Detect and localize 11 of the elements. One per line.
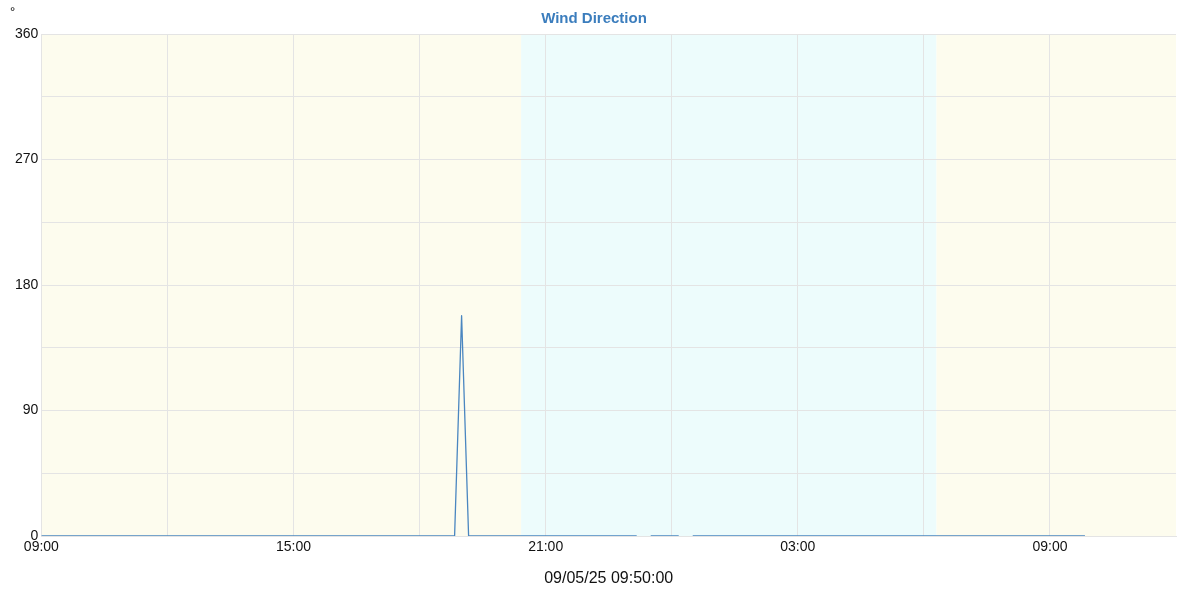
chart-title: Wind Direction xyxy=(541,9,647,27)
y-tick-label: 180 xyxy=(15,275,39,292)
x-tick-label: 21:00 xyxy=(528,538,564,555)
y-tick-label: 360 xyxy=(15,24,39,41)
y-tick-label: 90 xyxy=(22,401,39,418)
x-tick-label: 15:00 xyxy=(275,538,312,555)
x-axis-title: 09/05/25 09:50:00 xyxy=(544,568,674,586)
x-tick-label: 03:00 xyxy=(780,538,816,555)
y-tick-label: 270 xyxy=(15,150,39,167)
y-axis-title: ° xyxy=(10,4,16,19)
x-tick-label: 09:00 xyxy=(1032,538,1068,555)
